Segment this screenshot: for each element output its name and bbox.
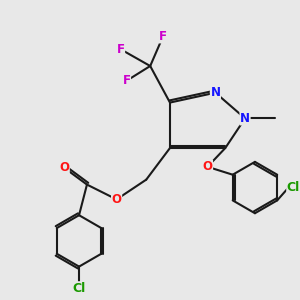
Text: Cl: Cl xyxy=(72,282,86,295)
Text: F: F xyxy=(117,43,124,56)
Text: N: N xyxy=(240,112,250,125)
Text: F: F xyxy=(122,74,130,87)
Text: N: N xyxy=(210,86,220,99)
Text: F: F xyxy=(159,30,167,43)
Text: O: O xyxy=(112,193,122,206)
Text: O: O xyxy=(59,161,69,174)
Text: Cl: Cl xyxy=(287,181,300,194)
Text: O: O xyxy=(202,160,212,173)
